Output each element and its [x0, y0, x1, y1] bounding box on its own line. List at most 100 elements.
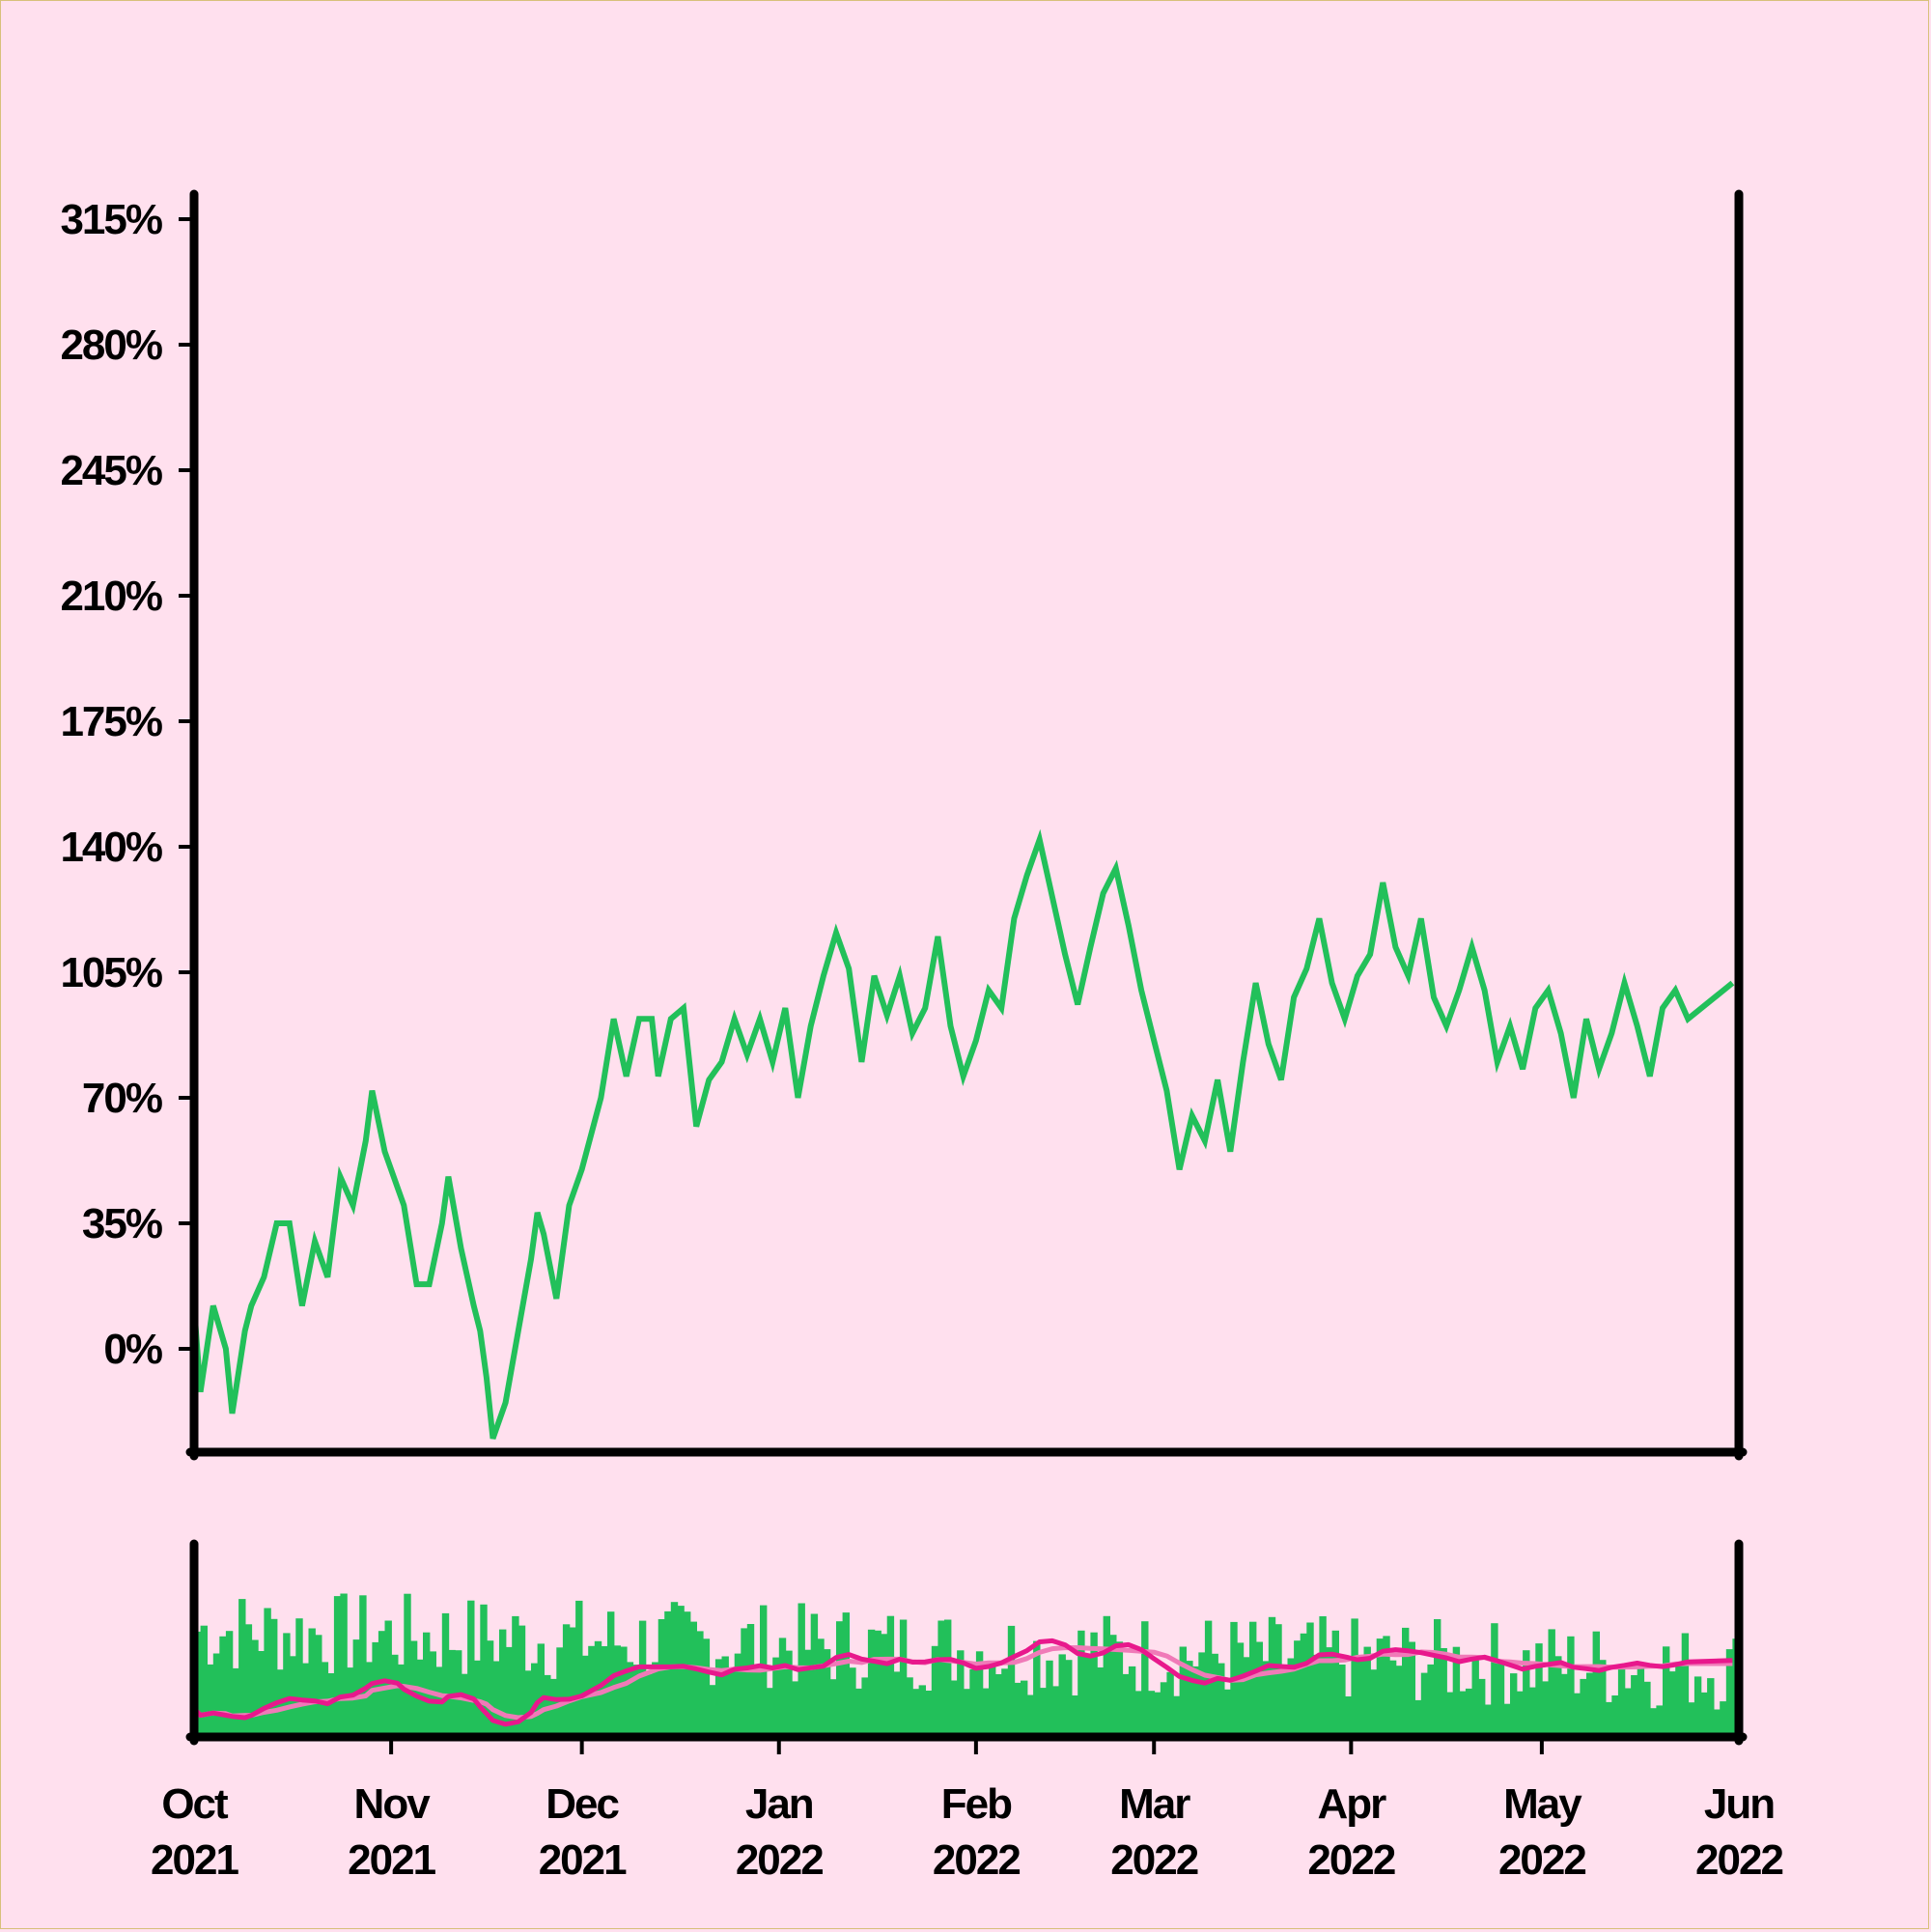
volume-bar: [677, 1606, 685, 1737]
volume-bar: [1592, 1631, 1600, 1737]
volume-bar: [1503, 1703, 1511, 1737]
volume-bar: [645, 1673, 653, 1737]
volume-bar: [1191, 1666, 1200, 1737]
volume-bar: [1617, 1667, 1626, 1737]
volume-bar: [365, 1662, 374, 1737]
volume-bar: [836, 1621, 844, 1737]
volume-bar: [1083, 1657, 1092, 1737]
volume-bar: [556, 1647, 564, 1737]
volume-bar: [1478, 1678, 1486, 1737]
volume-bar: [1128, 1666, 1136, 1737]
volume-bar: [1147, 1691, 1156, 1737]
volume-bar: [867, 1629, 876, 1737]
volume-bar: [734, 1653, 742, 1737]
volume-bar: [524, 1670, 532, 1737]
volume-bar: [684, 1611, 691, 1737]
x-tick-label-month: Mar: [1119, 1780, 1190, 1828]
volume-bar: [1370, 1669, 1378, 1737]
volume-bar: [886, 1615, 895, 1737]
volume-bar: [918, 1685, 926, 1737]
volume-bar: [1631, 1675, 1638, 1737]
volume-bar: [1001, 1668, 1009, 1737]
x-tick-label-month: Apr: [1317, 1780, 1386, 1828]
volume-bar: [1051, 1686, 1060, 1737]
volume-bar: [378, 1631, 386, 1737]
volume-bar: [1186, 1661, 1193, 1737]
volume-bar: [1554, 1656, 1562, 1737]
volume-bar: [238, 1599, 246, 1737]
volume-bar: [696, 1631, 704, 1737]
volume-bar: [912, 1689, 920, 1737]
volume-bar: [1586, 1672, 1594, 1737]
volume-bar: [1160, 1682, 1168, 1737]
volume-bar: [499, 1629, 507, 1737]
volume-bar: [1523, 1650, 1530, 1737]
volume-bar: [1249, 1621, 1257, 1737]
volume-bar: [1491, 1623, 1498, 1737]
volume-bar: [264, 1608, 271, 1737]
volume-bar: [232, 1667, 239, 1737]
x-tick-label-year: 2022: [1695, 1836, 1782, 1884]
volume-bar: [1021, 1680, 1028, 1737]
volume-bar: [1408, 1641, 1415, 1737]
volume-bar: [1414, 1699, 1422, 1737]
volume-bar: [944, 1619, 952, 1737]
volume-bar: [352, 1639, 360, 1737]
volume-bar: [1344, 1696, 1353, 1737]
volume-bar: [766, 1688, 773, 1737]
volume-bar: [1268, 1616, 1276, 1737]
volume-bar: [327, 1673, 335, 1737]
x-tick-label-month: Oct: [161, 1780, 229, 1828]
volume-bar: [1363, 1646, 1371, 1737]
volume-bar: [283, 1633, 291, 1737]
volume-bar: [861, 1677, 869, 1737]
volume-bar: [1427, 1664, 1435, 1737]
volume-bar: [397, 1664, 406, 1737]
volume-bar: [804, 1649, 812, 1737]
volume-bar: [638, 1620, 647, 1737]
x-tick-label-year: 2022: [1110, 1836, 1197, 1884]
volume-bar: [1312, 1654, 1321, 1737]
volume-bar: [1319, 1616, 1327, 1737]
volume-bar: [963, 1689, 971, 1737]
volume-bar: [772, 1657, 780, 1737]
volume-bar: [1154, 1692, 1161, 1737]
volume-bar: [1262, 1661, 1270, 1737]
volume-bar: [670, 1602, 679, 1737]
volume-ma-fast-line: [192, 1638, 1733, 1727]
volume-bar: [1440, 1648, 1447, 1737]
x-tick-label-month: Dec: [546, 1780, 619, 1828]
volume-bar: [1637, 1666, 1645, 1737]
volume-bar: [1351, 1618, 1358, 1737]
volume-bar: [1204, 1620, 1213, 1737]
volume-bar: [1331, 1630, 1339, 1737]
volume-bar: [537, 1643, 545, 1737]
volume-bar: [1395, 1666, 1403, 1737]
volume-bar: [391, 1654, 399, 1737]
volume-bar: [486, 1640, 494, 1737]
volume-bar: [1624, 1688, 1632, 1737]
volume-bar: [753, 1665, 761, 1737]
volume-bar: [1039, 1688, 1048, 1737]
volume-bar: [1090, 1632, 1098, 1737]
volume-bar: [1179, 1646, 1187, 1737]
volume-bar: [1007, 1625, 1016, 1737]
volume-bar: [664, 1610, 672, 1737]
volume-bar: [1707, 1678, 1715, 1737]
volume-bar: [741, 1628, 748, 1737]
volume-bar: [1681, 1633, 1690, 1737]
volume-bar: [689, 1621, 697, 1737]
volume-bar: [1452, 1646, 1461, 1737]
volume-bar: [931, 1645, 939, 1737]
volume-bar: [950, 1680, 958, 1737]
volume-bar: [1649, 1708, 1658, 1737]
volume-bar: [1255, 1641, 1263, 1737]
volume-bar: [1402, 1627, 1410, 1737]
volume-bar: [620, 1646, 628, 1737]
volume-bar: [404, 1593, 411, 1737]
volume-bar: [347, 1667, 354, 1737]
volume-bar: [1376, 1638, 1385, 1737]
x-tick-label-year: 2022: [1307, 1836, 1394, 1884]
x-tick-label-month: Jan: [745, 1780, 813, 1828]
y-axis-ticks: 0% 35% 70% 105% 140% 175% 210% 245% 280% 315%: [60, 196, 194, 1373]
